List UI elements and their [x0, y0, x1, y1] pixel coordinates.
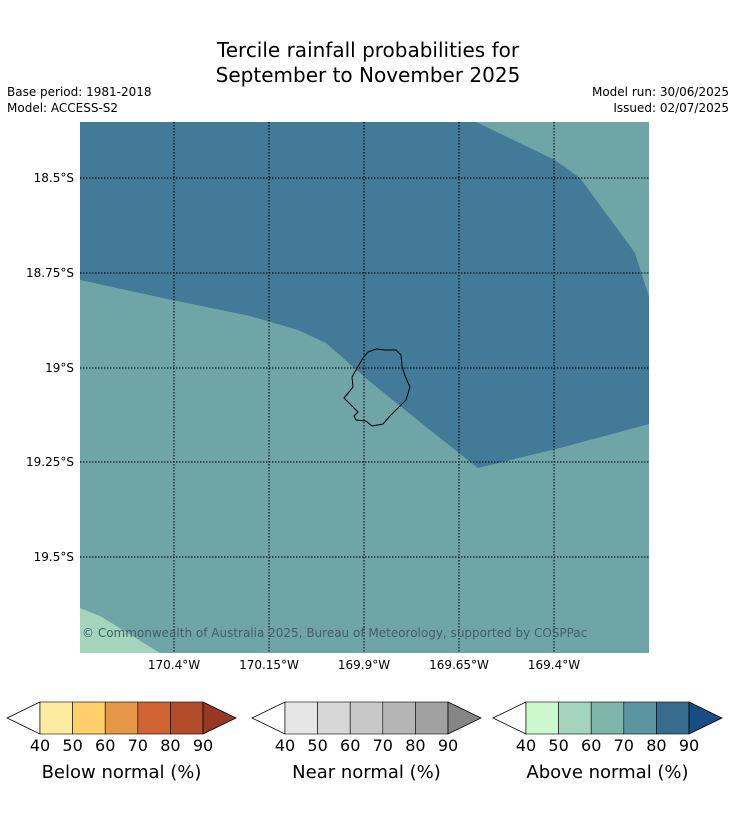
colorbar-title: Below normal (%) — [42, 762, 202, 783]
region-above-80 — [80, 122, 649, 468]
colorbar-extend-high — [688, 701, 723, 735]
colorbar-tick-label: 80 — [646, 736, 666, 755]
colorbar-segment — [415, 701, 449, 735]
colorbar-tick-label: 50 — [548, 736, 568, 755]
title-line-2: September to November 2025 — [215, 63, 521, 87]
colorbar-extend-high — [447, 701, 482, 735]
colorbar-segment — [104, 701, 139, 735]
map-title: Tercile rainfall probabilities for Septe… — [0, 38, 736, 88]
colorbar-tick-label: 70 — [614, 736, 634, 755]
lon-label: 170.15°W — [239, 658, 299, 672]
colorbar-tick-label: 40 — [275, 736, 295, 755]
colorbar-tick-label: 50 — [307, 736, 327, 755]
lat-label: 18.5°S — [34, 171, 74, 185]
colorbar-extend-high — [202, 701, 237, 735]
base-period: Base period: 1981-2018 — [7, 85, 152, 99]
lat-label: 19°S — [45, 361, 74, 375]
colorbar-segment — [39, 701, 73, 735]
colorbar-segment — [558, 701, 592, 735]
colorbar-segment — [382, 701, 416, 735]
colorbar: 40 50 60 70 80 90 Near normal (%) — [251, 701, 482, 783]
colorbar-segment — [349, 701, 384, 735]
colorbar-segment — [284, 701, 318, 735]
lat-label: 18.75°S — [26, 266, 74, 280]
colorbar-segment — [72, 701, 106, 735]
colorbar-tick-label: 80 — [160, 736, 180, 755]
colorbar-segment — [623, 701, 657, 735]
lon-label: 169.65°W — [429, 658, 489, 672]
colorbar-tick-label: 60 — [95, 736, 115, 755]
map-panel: © Commonwealth of Australia 2025, Bureau… — [80, 122, 649, 653]
colorbar-tick-label: 80 — [405, 736, 425, 755]
colorbar-extend-low — [6, 701, 41, 735]
lon-label: 169.4°W — [528, 658, 580, 672]
lat-label: 19.25°S — [26, 455, 74, 469]
colorbar-segment — [317, 701, 351, 735]
copyright-notice: © Commonwealth of Australia 2025, Bureau… — [82, 626, 587, 640]
run-info: Model run: 30/06/2025 Issued: 02/07/2025 — [592, 84, 729, 116]
lon-label: 170.4°W — [148, 658, 200, 672]
colorbar-tick-label: 50 — [62, 736, 82, 755]
latitude-labels: 18.5°S 18.75°S 19°S 19.25°S 19.5°S — [26, 171, 74, 564]
colorbar-tick-label: 90 — [679, 736, 699, 755]
region-above-60 — [80, 608, 160, 653]
colorbar-segment — [590, 701, 625, 735]
issued-date: Issued: 02/07/2025 — [613, 101, 729, 115]
lon-label: 169.9°W — [338, 658, 390, 672]
colorbar-tick-label: 70 — [373, 736, 393, 755]
colorbar-extend-low — [492, 701, 527, 735]
model-info: Base period: 1981-2018 Model: ACCESS-S2 — [7, 84, 152, 116]
colorbar-tick-label: 90 — [438, 736, 458, 755]
colorbar: 40 50 60 70 80 90 Above normal (%) — [492, 701, 723, 783]
colorbar: 40 50 60 70 80 90 Below normal (%) — [6, 701, 237, 783]
title-line-1: Tercile rainfall probabilities for — [216, 38, 520, 62]
colorbar-legends: 40 50 60 70 80 90 Below normal (%) 40 50 60 70 80 90… — [6, 701, 723, 783]
colorbar-tick-label: 60 — [340, 736, 360, 755]
colorbar-title: Near normal (%) — [292, 762, 441, 783]
colorbar-tick-label: 60 — [581, 736, 601, 755]
colorbar-tick-label: 90 — [193, 736, 213, 755]
colorbar-tick-label: 40 — [30, 736, 50, 755]
graticule — [80, 122, 649, 653]
colorbar-extend-low — [251, 701, 286, 735]
colorbar-tick-label: 70 — [128, 736, 148, 755]
model-run: Model run: 30/06/2025 — [591, 85, 729, 99]
niue-island-outline — [343, 348, 411, 427]
colorbar-segment — [137, 701, 171, 735]
model-name: Model: ACCESS-S2 — [7, 101, 119, 115]
longitude-labels: 170.4°W 170.15°W 169.9°W 169.65°W 169.4°… — [148, 658, 580, 672]
colorbar-segment — [525, 701, 559, 735]
colorbar-segment — [656, 701, 690, 735]
colorbar-segment — [170, 701, 204, 735]
colorbar-tick-label: 40 — [516, 736, 536, 755]
lat-label: 19.5°S — [34, 550, 74, 564]
colorbar-title: Above normal (%) — [526, 762, 688, 783]
